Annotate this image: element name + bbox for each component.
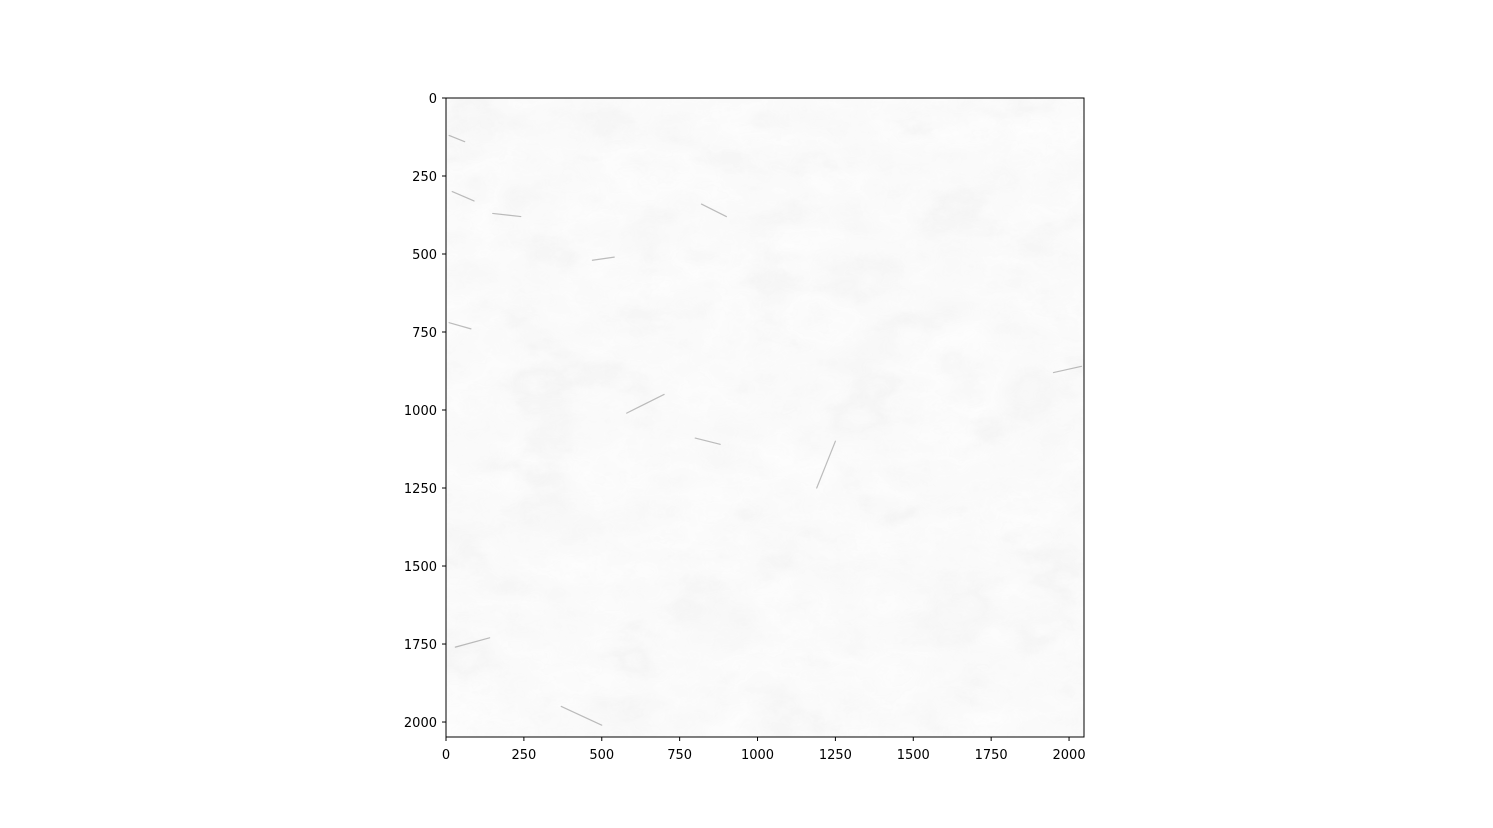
x-tick-label: 1250	[819, 748, 852, 763]
y-axis: 0 250 500 750 1000 1250 1500 1750 2000	[404, 92, 446, 731]
y-tick-label: 1000	[404, 404, 437, 419]
x-tick-label: 250	[511, 748, 536, 763]
terrain-streak	[700, 203, 727, 218]
terrain-streak	[448, 322, 472, 330]
terrain-streak	[492, 212, 522, 218]
y-tick-label: 250	[412, 170, 437, 185]
terrain-streak	[1052, 365, 1083, 374]
terrain-streak	[448, 134, 466, 143]
terrain-streak	[451, 191, 475, 202]
x-tick-label: 0	[442, 748, 450, 763]
y-tick-label: 1250	[404, 482, 437, 497]
terrain-streak	[560, 705, 603, 726]
y-tick-label: 2000	[404, 716, 437, 731]
terrain-texture	[446, 98, 1084, 737]
x-tick-label: 750	[667, 748, 692, 763]
terrain-streak	[626, 393, 665, 414]
terrain-streak	[591, 256, 615, 261]
terrain-streak	[816, 440, 837, 489]
axes-frame	[445, 97, 1085, 738]
y-tick-label: 1750	[404, 638, 437, 653]
image-area	[446, 98, 1084, 737]
x-tick-label: 1500	[897, 748, 930, 763]
y-tick-label: 500	[412, 248, 437, 263]
x-tick-label: 1000	[741, 748, 774, 763]
terrain-streak	[454, 637, 491, 648]
x-tick-label: 2000	[1053, 748, 1086, 763]
y-tick-label: 750	[412, 326, 437, 341]
x-tick-label: 1750	[975, 748, 1008, 763]
x-axis: 0 250 500 750 1000 1250 1500 1750 2000	[442, 737, 1086, 763]
shade-marks	[448, 134, 1083, 726]
y-tick-label: 0	[429, 92, 437, 107]
x-tick-label: 500	[589, 748, 614, 763]
terrain-streak	[694, 437, 721, 445]
y-tick-label: 1500	[404, 560, 437, 575]
